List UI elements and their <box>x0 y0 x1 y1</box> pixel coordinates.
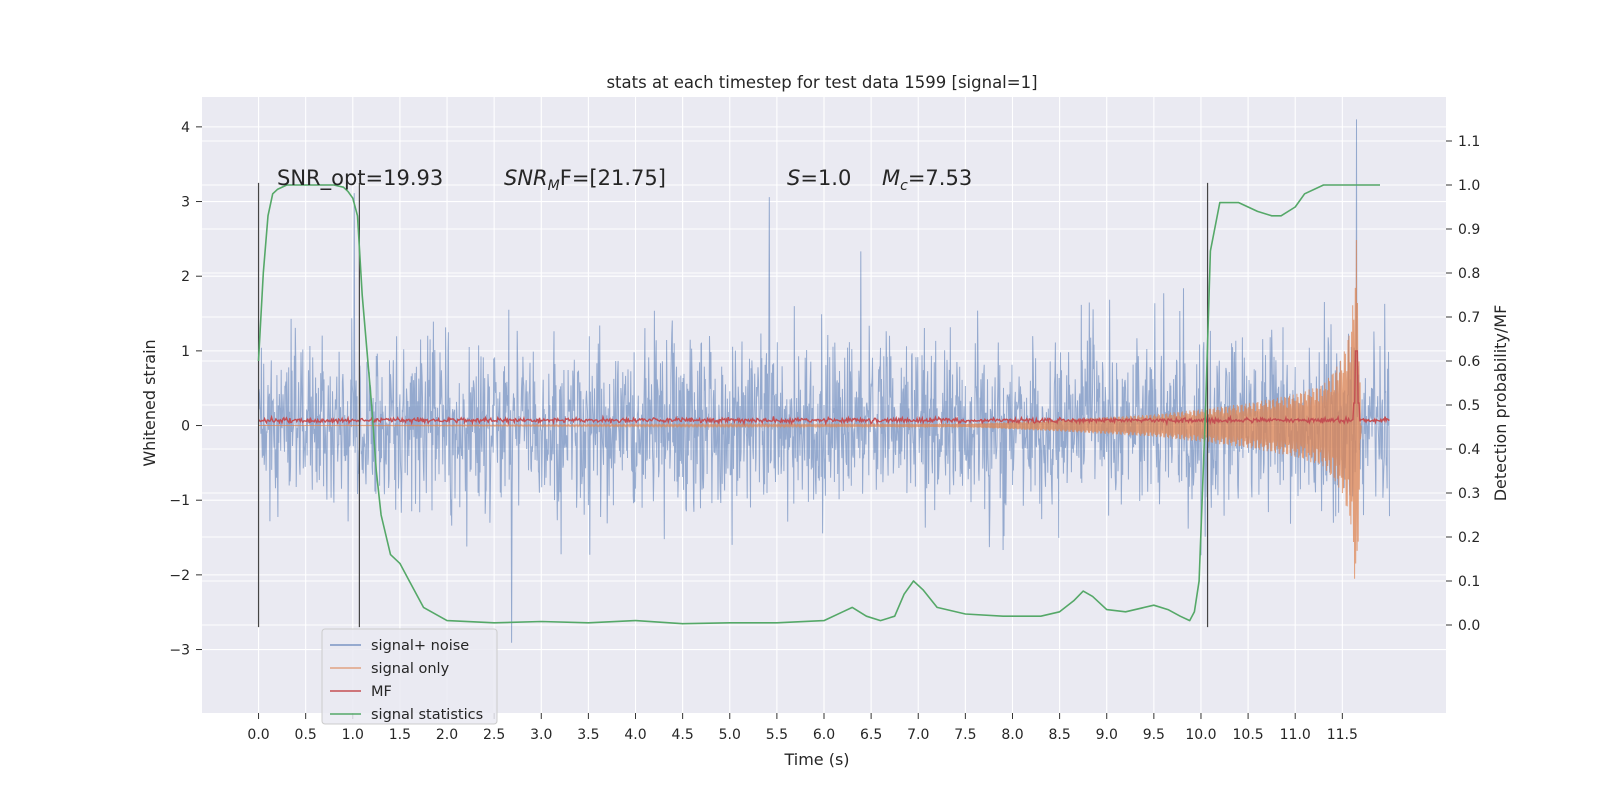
legend-label: MF <box>371 684 392 700</box>
legend: signal+ noise signal only MF signal statist… <box>321 628 498 725</box>
x-tick-label: 0.0 <box>247 727 269 743</box>
signal-statistics-line <box>257 184 1380 625</box>
x-tick-label: 7.5 <box>954 727 976 743</box>
x-tick-label: 1.0 <box>342 727 364 743</box>
y-tick-label: −3 <box>169 643 190 659</box>
y2-tick-label: 0.6 <box>1458 354 1480 370</box>
x-tick-label: 10.5 <box>1233 727 1264 743</box>
y-tick-label: 4 <box>181 120 190 136</box>
x-tick-label: 9.0 <box>1096 727 1118 743</box>
x-tick-label: 4.5 <box>672 727 694 743</box>
y2-tick-label: 0.4 <box>1458 442 1480 458</box>
y-tick-label: 0 <box>181 419 190 435</box>
x-axis-label: Time (s) <box>783 750 849 769</box>
y2-tick-label: 0.1 <box>1458 574 1480 590</box>
y2-tick-label: 0.0 <box>1458 618 1480 634</box>
mf-line <box>258 350 1390 427</box>
y2-tick-label: 0.2 <box>1458 530 1480 546</box>
y2-tick-label: 0.9 <box>1458 222 1480 238</box>
x-tick-label: 5.0 <box>719 727 741 743</box>
y2-tick-label: 1.1 <box>1458 134 1480 150</box>
x-tick-label: 9.5 <box>1143 727 1165 743</box>
y-axis-label: Whitened strain <box>140 339 159 466</box>
legend-label: signal+ noise <box>371 638 469 654</box>
x-tick-label: 8.0 <box>1001 727 1023 743</box>
y2-tick-label: 0.3 <box>1458 486 1480 502</box>
x-tick-label: 6.0 <box>813 727 835 743</box>
legend-label: signal statistics <box>371 707 483 723</box>
y2-tick-label: 1.0 <box>1458 178 1480 194</box>
x-tick-label: 2.0 <box>436 727 458 743</box>
annotation-snr-mf: SNRMF=[21.75] <box>504 166 666 194</box>
legend-label: signal only <box>371 661 450 677</box>
x-tick-label: 0.5 <box>295 727 317 743</box>
series-mf <box>258 350 1390 427</box>
y2-tick-label: 0.5 <box>1458 398 1480 414</box>
x-tick-label: 6.5 <box>860 727 882 743</box>
x-tick-label: 11.5 <box>1327 727 1358 743</box>
x-tick-label: 3.0 <box>530 727 552 743</box>
y-axis-ticks: 4 3 2 1 0 −1 −2 −3 <box>169 120 202 659</box>
y-tick-label: 3 <box>181 195 190 211</box>
y-tick-label: 1 <box>181 344 190 360</box>
annotation-s: S=1.0 <box>787 166 851 190</box>
annotations: SNR_opt=19.93 SNRMF=[21.75] S=1.0 Mc=7.5… <box>277 166 972 194</box>
x-tick-label: 7.0 <box>907 727 929 743</box>
x-tick-label: 8.5 <box>1048 727 1070 743</box>
y-tick-label: −1 <box>169 493 190 509</box>
legend-box <box>321 628 498 725</box>
x-tick-label: 10.0 <box>1185 727 1216 743</box>
annotation-snr-opt: SNR_opt=19.93 <box>277 166 443 191</box>
x-tick-label: 2.5 <box>483 727 505 743</box>
chart-title: stats at each timestep for test data 159… <box>606 73 1037 92</box>
x-tick-label: 11.0 <box>1280 727 1311 743</box>
x-tick-label: 3.5 <box>577 727 599 743</box>
x-tick-label: 5.5 <box>766 727 788 743</box>
y2-axis-label: Detection probability/MF <box>1491 305 1510 502</box>
signal-only-line <box>258 239 1362 579</box>
annotation-mc: Mc=7.53 <box>882 166 972 194</box>
y2-axis-ticks: 1.1 1.0 0.9 0.8 0.7 0.6 0.5 0.4 0.3 0.2 0.1 0.0 <box>1446 134 1480 634</box>
x-axis-ticks: 0.0 0.5 1.0 1.5 2.0 2.5 3.0 3.5 4.0 4.5 5.0 5.5 6.0 6… <box>247 713 1358 743</box>
series-signal-only <box>258 239 1362 579</box>
x-tick-label: 1.5 <box>389 727 411 743</box>
series-signal-noise <box>258 119 1390 643</box>
signal-noise-line <box>258 119 1390 643</box>
x-tick-label: 4.0 <box>624 727 646 743</box>
y-tick-label: −2 <box>169 568 190 584</box>
series-signal-statistics <box>257 184 1380 625</box>
y2-tick-label: 0.8 <box>1458 266 1480 282</box>
y-tick-label: 2 <box>181 269 190 285</box>
y2-tick-label: 0.7 <box>1458 310 1480 326</box>
